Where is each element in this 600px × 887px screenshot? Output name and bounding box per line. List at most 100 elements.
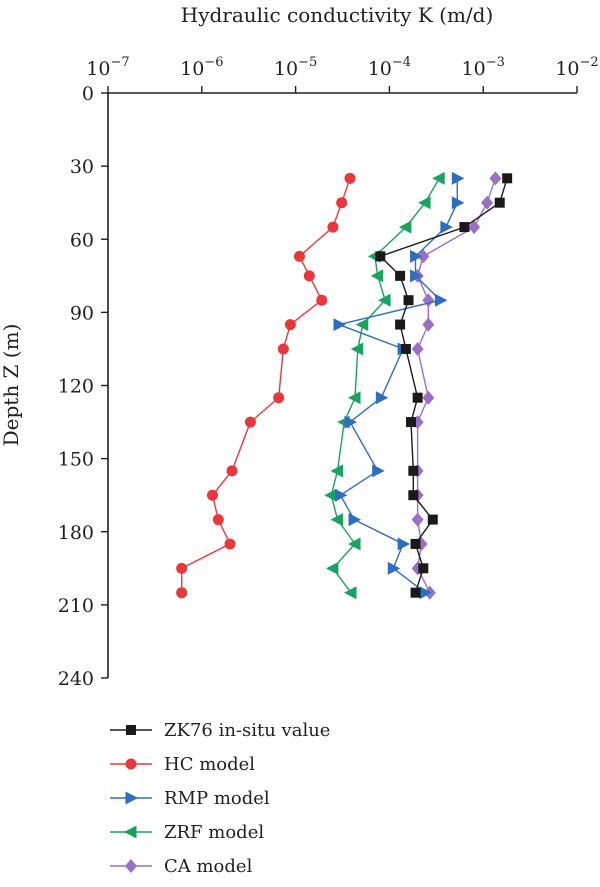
data-point bbox=[284, 319, 296, 331]
data-point bbox=[325, 561, 339, 575]
data-point bbox=[378, 293, 391, 307]
data-point bbox=[224, 538, 236, 550]
data-point bbox=[293, 250, 305, 262]
data-point bbox=[206, 489, 218, 501]
y-tick-label: 30 bbox=[70, 156, 94, 178]
legend-item: ZK76 in-situ value bbox=[110, 720, 330, 741]
data-point bbox=[395, 319, 406, 330]
data-point bbox=[410, 249, 423, 263]
legend-marker bbox=[125, 859, 137, 873]
data-point bbox=[410, 587, 421, 598]
data-point bbox=[303, 270, 315, 282]
data-point bbox=[375, 391, 389, 405]
series-layer bbox=[176, 171, 513, 600]
legend-marker bbox=[125, 791, 138, 805]
y-tick-label: 210 bbox=[58, 595, 94, 617]
legend-item: ZRF model bbox=[110, 822, 264, 843]
data-point bbox=[330, 464, 344, 478]
data-point bbox=[176, 587, 188, 599]
data-point bbox=[451, 196, 465, 210]
y-tick-label: 240 bbox=[58, 668, 94, 690]
data-point bbox=[427, 514, 438, 525]
x-tick-label: 10−2 bbox=[555, 55, 598, 80]
legend-marker bbox=[126, 725, 136, 735]
legend-item: HC model bbox=[110, 754, 255, 775]
data-point bbox=[350, 342, 364, 356]
y-tick-label: 150 bbox=[58, 449, 94, 471]
legend-marker bbox=[125, 758, 137, 770]
data-point bbox=[387, 561, 401, 575]
data-point bbox=[468, 220, 481, 235]
y-tick-label: 90 bbox=[70, 302, 94, 324]
data-point bbox=[412, 392, 423, 403]
y-tick-label: 120 bbox=[58, 376, 94, 398]
data-point bbox=[333, 318, 346, 332]
data-point bbox=[226, 465, 238, 477]
x-axis-title: Hydraulic conductivity K (m/d) bbox=[181, 3, 494, 27]
data-point bbox=[410, 269, 423, 283]
data-point bbox=[273, 392, 285, 404]
data-point bbox=[344, 415, 357, 429]
x-tick-label: 10−4 bbox=[368, 55, 411, 80]
data-point bbox=[422, 293, 435, 308]
data-point bbox=[176, 562, 188, 574]
data-point bbox=[422, 317, 435, 332]
series-line bbox=[330, 177, 440, 594]
series-zk76-in-situ-value bbox=[375, 173, 513, 598]
data-point bbox=[406, 417, 417, 428]
legend-label: CA model bbox=[164, 856, 253, 877]
data-point bbox=[408, 465, 419, 476]
data-point bbox=[410, 538, 421, 549]
x-tick-label: 10−7 bbox=[86, 55, 129, 80]
series-line bbox=[379, 178, 508, 593]
data-point bbox=[422, 390, 435, 405]
data-point bbox=[502, 173, 513, 184]
y-axis-title: Depth Z (m) bbox=[0, 324, 23, 447]
data-point bbox=[434, 293, 448, 307]
y-tick-label: 0 bbox=[82, 83, 94, 105]
data-point bbox=[316, 294, 328, 306]
data-point bbox=[330, 513, 344, 527]
series-rmp-model bbox=[333, 171, 465, 600]
data-point bbox=[344, 586, 357, 600]
data-point bbox=[277, 343, 289, 355]
data-point bbox=[417, 249, 430, 264]
data-point bbox=[375, 251, 386, 262]
data-point bbox=[397, 537, 411, 551]
series-line bbox=[180, 178, 351, 593]
data-point bbox=[336, 197, 348, 209]
data-point bbox=[348, 391, 361, 405]
data-point bbox=[494, 197, 505, 208]
legend-marker bbox=[124, 825, 137, 839]
legend: ZK76 in-situ value HC model RMP model ZRF m… bbox=[110, 720, 330, 877]
legend-label: HC model bbox=[164, 754, 255, 775]
data-point bbox=[481, 195, 494, 210]
data-point bbox=[212, 514, 224, 526]
series-line bbox=[336, 178, 458, 594]
data-point bbox=[411, 512, 424, 527]
legend-item: CA model bbox=[110, 856, 253, 877]
data-point bbox=[348, 513, 362, 527]
y-tick-label: 180 bbox=[58, 522, 94, 544]
series-line bbox=[416, 178, 497, 594]
x-tick-label: 10−6 bbox=[180, 55, 223, 80]
data-point bbox=[334, 488, 348, 502]
data-point bbox=[411, 341, 424, 356]
legend-label: RMP model bbox=[164, 788, 270, 809]
data-point bbox=[398, 220, 412, 234]
data-point bbox=[370, 269, 384, 283]
data-point bbox=[324, 488, 337, 502]
data-point bbox=[459, 222, 470, 233]
x-tick-label: 10−5 bbox=[274, 55, 317, 80]
data-point bbox=[432, 171, 445, 185]
data-point bbox=[244, 416, 256, 428]
series-ca-model bbox=[411, 171, 502, 600]
data-point bbox=[418, 196, 431, 210]
data-point bbox=[355, 318, 369, 332]
axes: 10−7 10−6 10−5 10−4 10−3 10−2 0 30 60 90 120 150 180… bbox=[58, 55, 599, 690]
legend-label: ZRF model bbox=[164, 822, 264, 843]
legend-item: RMP model bbox=[110, 788, 270, 809]
data-point bbox=[327, 221, 339, 233]
data-point bbox=[403, 295, 414, 306]
